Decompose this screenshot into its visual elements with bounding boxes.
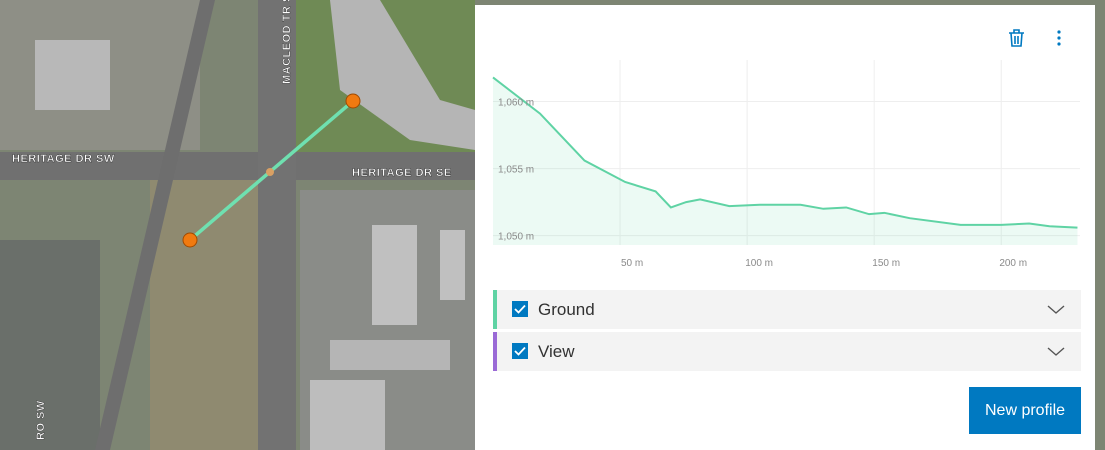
road-label: HERITAGE DR SE [352, 167, 452, 179]
road-label: MACLEOD TR S [281, 0, 293, 84]
layer-row[interactable] [493, 332, 1081, 371]
layer-list: Ground View [493, 290, 1081, 371]
checkbox[interactable] [512, 301, 528, 317]
layer-name: View [538, 342, 575, 361]
profile-line [492, 76, 1078, 229]
map-road [95, 0, 215, 450]
map-parking [0, 240, 100, 450]
new-profile-button[interactable] [969, 387, 1081, 434]
road-label: HERITAGE DR SW [12, 153, 115, 165]
checkbox[interactable] [512, 343, 528, 359]
layer-row[interactable] [493, 290, 1081, 329]
trash-icon [1009, 29, 1024, 47]
layer-name: Ground [538, 300, 595, 319]
profile-endpoint[interactable] [345, 93, 361, 109]
x-tick-label: 50 m [621, 258, 643, 269]
map-building [310, 380, 385, 450]
y-tick-label: 1,055 m [498, 165, 534, 176]
x-tick-label: 150 m [872, 258, 900, 269]
layer-color [493, 332, 497, 371]
map-building [372, 225, 417, 325]
area-fill [493, 77, 1078, 245]
map-road [258, 0, 296, 450]
layer-color [493, 290, 497, 329]
map-building [35, 40, 110, 110]
dot [1057, 30, 1061, 34]
profile-endpoint[interactable] [182, 232, 198, 248]
x-tick-label: 200 m [999, 258, 1027, 269]
check [514, 346, 526, 356]
map-lot [150, 180, 260, 450]
y-tick-label: 1,060 m [498, 98, 534, 109]
chevron[interactable] [1047, 347, 1065, 356]
check [514, 304, 526, 314]
chevron[interactable] [1047, 305, 1065, 314]
profile-chart: 1,050 m 1,055 m 1,060 m 50 m 100 m 150 m 200 m [492, 60, 1080, 269]
delete-button[interactable] [1009, 29, 1024, 47]
dot [1057, 36, 1061, 40]
profile-midpoint [266, 168, 274, 176]
dot [1057, 42, 1061, 46]
map-building [330, 340, 450, 370]
map-building [330, 0, 475, 150]
y-tick-label: 1,050 m [498, 232, 534, 243]
menu-button[interactable] [1057, 30, 1061, 46]
profile-panel [475, 5, 1095, 450]
button-label: New profile [985, 402, 1065, 419]
map-road [0, 152, 475, 180]
road-label: RO SW [35, 400, 47, 440]
x-tick-label: 100 m [745, 258, 773, 269]
map-building [440, 230, 465, 300]
